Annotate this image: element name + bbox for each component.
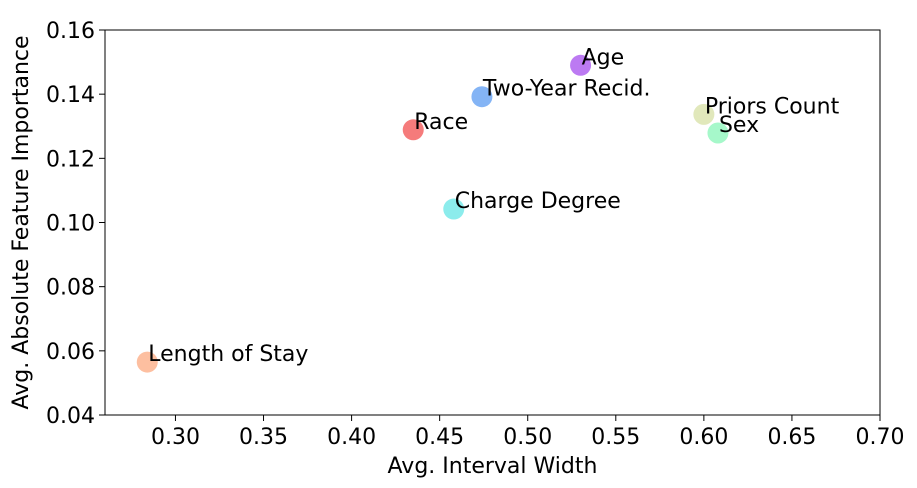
scatter-point — [402, 119, 424, 141]
scatter-point — [443, 198, 465, 220]
scatter-point — [693, 103, 715, 125]
y-tick-label: 0.12 — [46, 147, 95, 172]
x-tick-label: 0.60 — [679, 425, 728, 450]
y-tick-label: 0.04 — [46, 404, 95, 429]
point-label: Age — [582, 45, 625, 70]
x-tick-label: 0.70 — [856, 425, 905, 450]
x-tick-label: 0.35 — [239, 425, 288, 450]
scatter-point — [471, 86, 493, 108]
x-tick-label: 0.55 — [591, 425, 640, 450]
x-axis-label: Avg. Interval Width — [388, 454, 598, 479]
y-axis-ticks: 0.04 0.06 0.08 0.10 0.12 0.14 0.16 — [46, 19, 105, 429]
point-label: Race — [414, 110, 468, 135]
scatter-point — [707, 122, 729, 144]
point-label: Length of Stay — [148, 342, 308, 367]
scatter-point — [136, 351, 158, 373]
y-tick-label: 0.08 — [46, 276, 95, 301]
y-axis-label: Avg. Absolute Feature Importance — [9, 35, 34, 409]
x-tick-label: 0.65 — [767, 425, 816, 450]
point-label: Sex — [719, 113, 759, 138]
point-label: Charge Degree — [455, 189, 621, 214]
x-tick-label: 0.30 — [151, 425, 200, 450]
point-labels-layer: Length of Stay Race Charge Degree Two-Year … — [148, 45, 839, 367]
point-label: Priors Count — [705, 94, 840, 119]
point-label: Two-Year Recid. — [482, 77, 651, 102]
scatter-point — [570, 54, 592, 76]
y-tick-label: 0.14 — [46, 83, 95, 108]
y-tick-label: 0.06 — [46, 340, 95, 365]
y-tick-label: 0.10 — [46, 212, 95, 237]
x-tick-label: 0.45 — [415, 425, 464, 450]
x-tick-label: 0.40 — [327, 425, 376, 450]
points-layer — [136, 54, 729, 373]
x-tick-label: 0.50 — [503, 425, 552, 450]
y-tick-label: 0.16 — [46, 19, 95, 44]
x-axis-ticks: 0.30 0.35 0.40 0.45 0.50 0.55 0.60 0.65 0.70 — [151, 415, 905, 450]
